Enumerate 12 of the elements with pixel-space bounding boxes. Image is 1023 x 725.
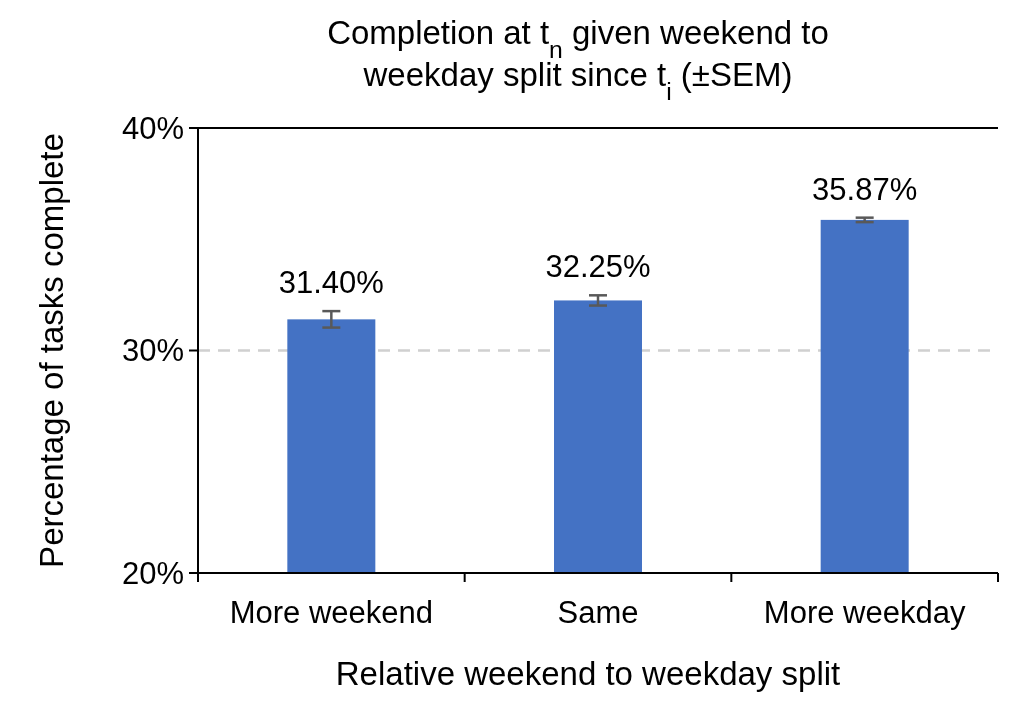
data-label: 32.25% <box>545 249 651 285</box>
chart-title: Completion at t$_{n}$ given weekend to weekday split since t$_{i}$ (±SEM) <box>327 14 829 105</box>
data-label: 35.87% <box>812 171 918 207</box>
y-tick-label: 20% <box>121 555 184 591</box>
x-tick-label: More weekday <box>763 595 966 630</box>
y-tick-label: 30% <box>121 333 184 369</box>
y-tick-label: 40% <box>121 110 184 146</box>
x-axis-title: Relative weekend to weekday split <box>335 655 841 692</box>
x-tick-label: Same <box>557 595 639 630</box>
data-label: 31.40% <box>278 265 384 301</box>
x-tick-label: More weekend <box>229 595 434 630</box>
y-axis-title: Percentage of tasks complete <box>33 133 70 568</box>
